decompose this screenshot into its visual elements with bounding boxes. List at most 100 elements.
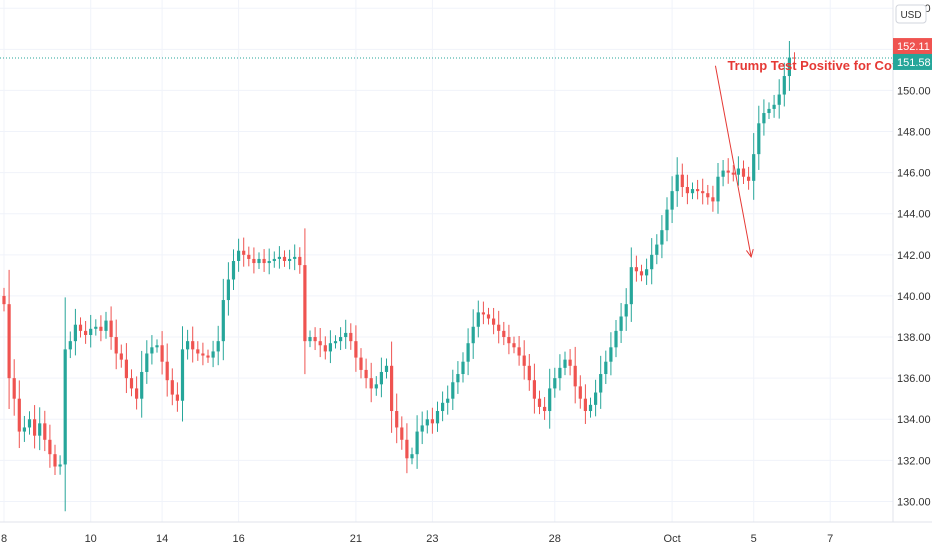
candle <box>323 336 327 360</box>
x-tick-label: 14 <box>156 533 168 545</box>
candle <box>772 94 776 118</box>
candle <box>476 300 480 338</box>
candle <box>104 311 108 339</box>
candle <box>22 415 26 442</box>
candle <box>73 308 77 356</box>
candle <box>706 184 710 205</box>
candle <box>435 401 440 432</box>
candle <box>752 133 756 200</box>
candle <box>425 410 429 434</box>
currency-label: USD <box>900 10 921 21</box>
candle <box>282 250 287 267</box>
candle <box>308 330 312 348</box>
candle <box>43 410 47 452</box>
candle <box>231 249 236 290</box>
candle <box>17 380 21 449</box>
candle <box>99 315 103 342</box>
candle <box>267 248 271 275</box>
candle <box>696 179 700 200</box>
candle <box>364 358 368 389</box>
candle <box>160 331 164 375</box>
candle <box>741 160 746 184</box>
candle <box>318 327 322 358</box>
y-tick-label: 144.00 <box>897 209 931 221</box>
candle <box>272 251 276 268</box>
candle <box>629 247 633 322</box>
x-tick-label: 21 <box>350 533 362 545</box>
currency-box: USD <box>895 4 927 24</box>
candle <box>757 105 761 170</box>
candle <box>175 382 179 412</box>
x-tick-label: 8 <box>1 533 7 545</box>
candle <box>237 238 241 272</box>
candle <box>624 288 628 331</box>
candle <box>63 297 67 512</box>
candle <box>150 335 154 365</box>
candle <box>670 176 674 224</box>
candle <box>145 340 149 384</box>
candle <box>543 397 547 420</box>
candle <box>451 369 455 410</box>
candle <box>522 340 526 380</box>
candle <box>507 324 511 355</box>
candle <box>512 336 516 354</box>
candle <box>359 348 363 379</box>
candle <box>7 269 11 410</box>
candle <box>716 162 720 214</box>
candle <box>410 447 414 465</box>
candle <box>517 336 521 366</box>
candle <box>548 368 552 429</box>
candle <box>114 319 118 370</box>
candle <box>58 455 62 475</box>
candle <box>405 423 409 474</box>
candle <box>650 238 654 285</box>
candle <box>665 197 669 242</box>
candle <box>578 375 582 409</box>
candle <box>762 99 766 136</box>
time-axis-background <box>0 522 932 550</box>
candle <box>155 339 159 353</box>
candle <box>787 40 791 91</box>
candle <box>645 258 649 285</box>
candle <box>456 361 460 394</box>
price-badge: 151.58 <box>893 53 932 70</box>
candle <box>660 215 664 259</box>
candle <box>537 390 542 415</box>
candle <box>48 424 52 468</box>
candle <box>655 234 659 265</box>
candle <box>777 79 781 119</box>
candle <box>634 255 638 282</box>
candle <box>639 264 644 282</box>
candle <box>609 332 613 376</box>
candle <box>328 330 332 364</box>
candle <box>216 325 220 366</box>
candle <box>583 384 587 424</box>
candle <box>109 306 113 350</box>
grid <box>0 0 893 522</box>
y-tick-label: 138.00 <box>897 332 931 344</box>
y-tick-label: 148.00 <box>897 127 931 139</box>
candle <box>277 246 281 269</box>
candle <box>420 411 424 445</box>
candle <box>313 327 317 351</box>
candle <box>599 355 603 409</box>
candle <box>685 174 689 205</box>
candle <box>221 278 225 361</box>
x-tick-label: 16 <box>232 533 244 545</box>
candle <box>257 252 261 269</box>
candle <box>140 350 144 418</box>
y-tick-label: 146.00 <box>897 168 931 180</box>
annotation-arrowhead <box>746 249 754 259</box>
candle <box>792 52 797 63</box>
candle <box>731 165 735 182</box>
candle <box>38 407 42 451</box>
price-badge: 152.11 <box>893 38 932 55</box>
candle <box>680 163 684 198</box>
y-tick-label: 140.00 <box>897 291 931 303</box>
candle <box>191 326 195 363</box>
candle <box>390 341 394 433</box>
candle <box>471 309 475 359</box>
y-tick-label: 132.00 <box>897 455 931 467</box>
candle <box>690 182 695 200</box>
